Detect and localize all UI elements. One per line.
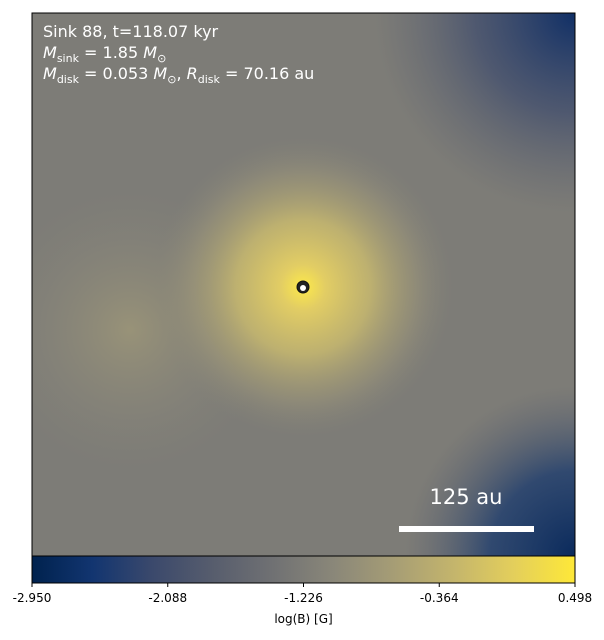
annotation-part: M — [153, 64, 167, 83]
annotation-part: disk — [198, 73, 221, 86]
annotation-part: sink — [57, 52, 80, 65]
annotation-part: R — [187, 64, 198, 83]
colorbar-tick-label: -2.088 — [148, 591, 187, 605]
scale-bar-label: 125 au — [430, 485, 503, 509]
sink-marker-center — [300, 285, 306, 291]
annotation: Sink 88, t=118.07 kyr — [43, 22, 219, 41]
annotation-part: disk — [57, 73, 80, 86]
scale-bar — [399, 526, 534, 532]
colorbar-label: log(B) [G] — [274, 612, 332, 626]
annotation-part: = 0.053 — [79, 64, 153, 83]
colorbar — [31, 555, 576, 584]
annotation: Msink = 1.85 M⊙ — [43, 43, 166, 65]
annotation-part: ⊙ — [157, 52, 166, 65]
annotation-part: M — [43, 43, 57, 62]
colorbar-tick-label: 0.498 — [558, 591, 592, 605]
field-image — [32, 13, 575, 556]
colorbar-tick-label: -2.950 — [13, 591, 52, 605]
annotation-part: = 1.85 — [79, 43, 143, 62]
colorbar-tick-label: -0.364 — [420, 591, 459, 605]
annotation-part: , — [176, 64, 186, 83]
annotation: Mdisk = 0.053 M⊙, Rdisk = 70.16 au — [43, 64, 314, 86]
colorbar-tick-label: -1.226 — [284, 591, 323, 605]
annotation-part: M — [43, 64, 57, 83]
annotation-part: = 70.16 au — [220, 64, 314, 83]
annotation-part: ⊙ — [167, 73, 176, 86]
annotation-part: M — [143, 43, 157, 62]
